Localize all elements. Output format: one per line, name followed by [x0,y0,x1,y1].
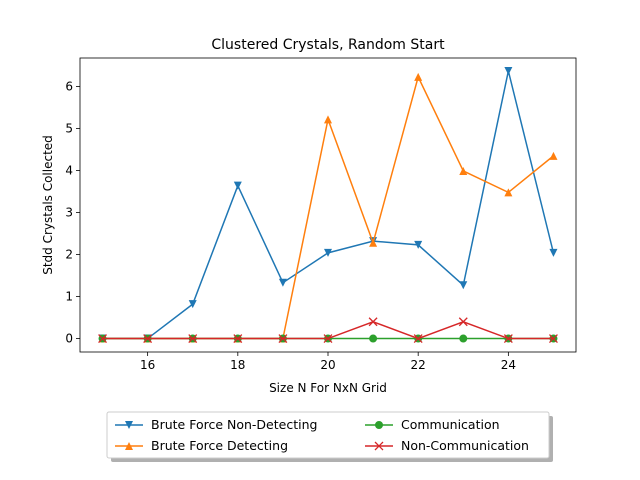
legend-label: Non-Communication [401,438,529,453]
data-point-3-0 [98,334,108,344]
data-point-0-3 [233,181,242,190]
y-tick-label: 6 [65,80,73,94]
y-axis-label: Stdd Crystals Collected [41,135,55,275]
data-point-3-8 [458,317,468,327]
data-point-3-10 [548,334,558,344]
data-point-1-8 [459,166,468,175]
y-tick-label: 5 [65,122,73,136]
series-0 [98,67,558,343]
x-tick-label: 22 [411,358,426,372]
legend-label: Brute Force Detecting [151,438,288,453]
y-axis-ticks: 0 1 2 3 4 5 6 [65,80,80,346]
data-point-3-7 [413,334,423,344]
legend-item-1: Brute Force Detecting [115,438,288,453]
plot-series [98,67,558,344]
data-point-0-8 [459,281,468,290]
data-point-3-4 [278,334,288,344]
x-axis-label: Size N For NxN Grid [269,381,387,395]
data-point-0-2 [188,300,197,309]
data-point-3-3 [233,334,243,344]
chart-title: Clustered Crystals, Random Start [211,37,445,53]
series-1 [98,72,558,343]
legend-item-2: Communication [365,417,500,432]
legend-item-3: Non-Communication [365,438,529,453]
data-point-0-9 [504,67,513,76]
x-tick-label: 16 [140,358,155,372]
legend-marker [125,442,133,450]
data-point-1-6 [369,238,378,247]
x-tick-label: 18 [230,358,245,372]
series-line-0 [102,70,555,340]
data-point-1-5 [324,115,332,124]
legend-item-0: Brute Force Non-Detecting [115,417,317,432]
data-point-3-9 [503,334,513,344]
legend-label: Communication [401,417,500,432]
series-3 [98,317,558,344]
legend-box [106,411,550,459]
legend-marker [125,421,133,429]
data-point-1-9 [504,188,513,197]
legend-marker [375,421,383,429]
y-tick-label: 3 [65,206,73,220]
legend-marker [374,441,384,451]
x-tick-label: 20 [320,358,335,372]
legend: Brute Force Non-Detecting Brute Force Det… [106,411,553,462]
legend-label: Brute Force Non-Detecting [151,417,317,432]
data-point-1-10 [549,151,558,160]
data-point-3-2 [188,334,198,344]
y-tick-label: 4 [65,164,73,178]
legend-entries: Brute Force Non-Detecting Brute Force Det… [115,417,529,453]
data-point-0-7 [414,240,423,249]
data-point-3-1 [143,334,153,344]
data-point-0-5 [324,248,332,257]
data-point-2-8 [459,334,468,343]
y-tick-label: 1 [65,290,73,304]
data-point-2-6 [369,334,378,343]
x-axis-ticks: 16 18 20 22 24 [140,352,516,372]
data-point-3-5 [323,334,333,344]
data-point-3-6 [368,317,378,327]
y-tick-label: 0 [65,332,73,346]
y-tick-label: 2 [65,248,73,262]
data-point-0-10 [549,248,558,257]
data-point-0-4 [278,278,287,287]
x-tick-label: 24 [501,358,516,372]
data-point-1-7 [414,72,423,81]
